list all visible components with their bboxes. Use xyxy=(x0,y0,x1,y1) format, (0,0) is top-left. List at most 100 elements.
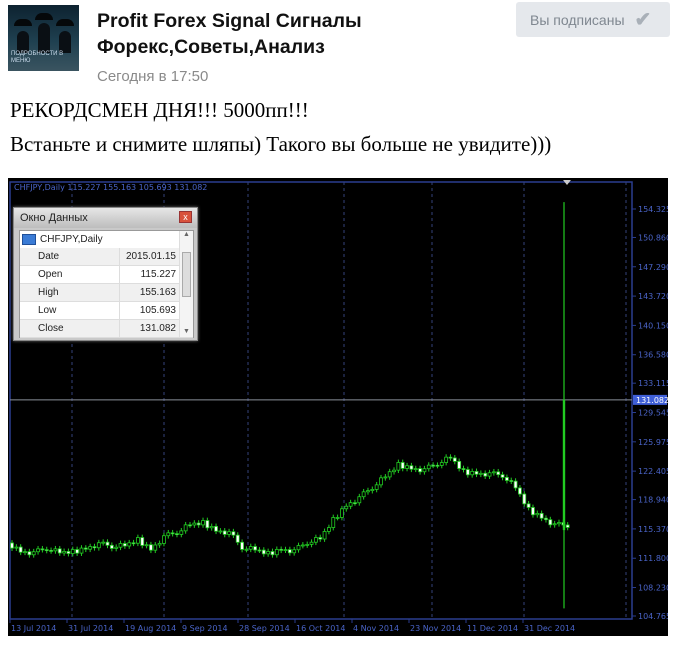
data-window-symbol: CHFJPY,Daily xyxy=(40,234,103,245)
y-tick-label: 133.115 xyxy=(638,379,668,388)
candle-body xyxy=(435,464,440,467)
checkmark-icon: ✔ xyxy=(634,9,652,31)
candle-body xyxy=(114,546,119,549)
y-tick-label: 104.765 xyxy=(638,612,668,621)
data-key: Low xyxy=(20,302,120,319)
data-row: Date 2015.01.15 xyxy=(20,248,193,266)
candle-body xyxy=(279,548,284,551)
candle-body xyxy=(27,551,32,556)
candle-body xyxy=(205,520,210,529)
candle-body xyxy=(170,532,175,535)
candle-body xyxy=(135,537,140,544)
scroll-up-icon[interactable]: ▲ xyxy=(183,231,190,238)
candle-body xyxy=(509,480,514,482)
candle-body xyxy=(101,541,106,544)
candle-body xyxy=(240,541,244,550)
candle-body xyxy=(231,531,236,536)
candle-body xyxy=(44,549,49,552)
close-icon[interactable]: x xyxy=(179,211,192,223)
candle-body xyxy=(318,537,323,540)
candle-body xyxy=(131,542,136,545)
data-row: Low 105.693 xyxy=(20,302,193,320)
candle-body xyxy=(439,462,444,466)
candle-body xyxy=(49,550,53,552)
candle-body xyxy=(522,493,527,505)
candle-body xyxy=(370,489,375,492)
candle-body xyxy=(179,530,184,535)
candle-body xyxy=(57,548,62,554)
candle-body xyxy=(214,526,218,532)
data-key: Open xyxy=(20,266,120,283)
chart-header: CHFJPY,Daily 115.227 155.163 105.693 131… xyxy=(14,183,207,192)
subscribed-label: Вы подписаны xyxy=(530,11,625,28)
data-key: High xyxy=(20,284,120,301)
y-tick-label: 108.230 xyxy=(638,584,668,593)
data-row: Open 115.227 xyxy=(20,266,193,284)
candle-body xyxy=(344,505,349,510)
candle-body xyxy=(192,522,197,526)
candle-body xyxy=(53,548,58,552)
chart-symbol-icon xyxy=(22,234,36,245)
y-tick-label: 140.150 xyxy=(638,321,668,330)
candle-body xyxy=(127,542,132,547)
scroll-down-icon[interactable]: ▼ xyxy=(183,328,190,335)
y-tick-label: 136.580 xyxy=(638,351,668,360)
candle-body xyxy=(518,487,522,495)
data-window-title: Окно Данных xyxy=(14,208,197,228)
candle-body xyxy=(500,474,505,478)
candle-body xyxy=(36,548,40,553)
candle-body xyxy=(348,502,353,507)
y-tick-label: 129.545 xyxy=(638,409,668,418)
candle-body xyxy=(175,533,179,536)
candle-body xyxy=(18,546,23,553)
y-tick-label: 125.975 xyxy=(638,438,668,447)
y-tick-label: 122.405 xyxy=(638,467,668,476)
scroll-thumb[interactable] xyxy=(182,252,191,297)
candle-body xyxy=(483,472,488,477)
post-timestamp[interactable]: Сегодня в 17:50 xyxy=(97,68,209,85)
candle-body xyxy=(313,537,318,543)
candle-body xyxy=(557,522,561,525)
candle-body xyxy=(166,532,171,537)
candle-body xyxy=(379,477,383,486)
current-price-badge xyxy=(633,394,667,405)
candle-body xyxy=(409,465,414,470)
data-window: Окно Данных x CHFJPY,Daily Date 2015.01.1… xyxy=(13,207,198,341)
candle-body xyxy=(75,549,80,554)
candle-body xyxy=(444,456,449,463)
candle-body xyxy=(539,513,544,519)
candle-body xyxy=(88,546,93,550)
candle-body xyxy=(426,464,431,470)
scrollbar[interactable]: ▲ ▼ xyxy=(179,231,193,337)
data-value: 2015.01.15 xyxy=(125,251,176,262)
candle-body xyxy=(396,462,401,471)
candle-body xyxy=(309,541,314,545)
x-tick-label: 31 Dec 2014 xyxy=(524,624,575,633)
data-row: Close 131.082 xyxy=(20,320,193,338)
x-tick-label: 23 Nov 2014 xyxy=(410,624,461,633)
candle-body xyxy=(23,551,27,554)
candle-body xyxy=(505,477,509,481)
candle-body xyxy=(62,551,66,554)
data-key: Close xyxy=(20,320,120,337)
candle-body xyxy=(361,491,366,498)
candle-body xyxy=(531,507,535,516)
candle-body xyxy=(418,468,422,473)
community-name-link[interactable]: Profit Forex Signal Сигналы Форекс,Совет… xyxy=(97,10,362,58)
community-avatar[interactable]: ПОДРОБНОСТИ В МЕНЮ xyxy=(8,5,79,71)
candle-body xyxy=(366,490,370,493)
candle-body xyxy=(461,468,466,470)
candle-body xyxy=(496,471,501,476)
candle-body xyxy=(526,503,531,508)
candle-body xyxy=(305,544,310,546)
candle-body xyxy=(487,472,492,477)
candle-body xyxy=(122,543,127,547)
data-row: High 155.163 xyxy=(20,284,193,302)
candle-body xyxy=(109,544,114,549)
subscribed-button[interactable]: Вы подписаны ✔ xyxy=(516,2,670,37)
x-tick-label: 19 Aug 2014 xyxy=(125,624,176,633)
candle-body xyxy=(552,523,557,526)
candle-body xyxy=(357,496,362,504)
candle-body xyxy=(296,545,301,551)
candle-body xyxy=(188,524,192,527)
